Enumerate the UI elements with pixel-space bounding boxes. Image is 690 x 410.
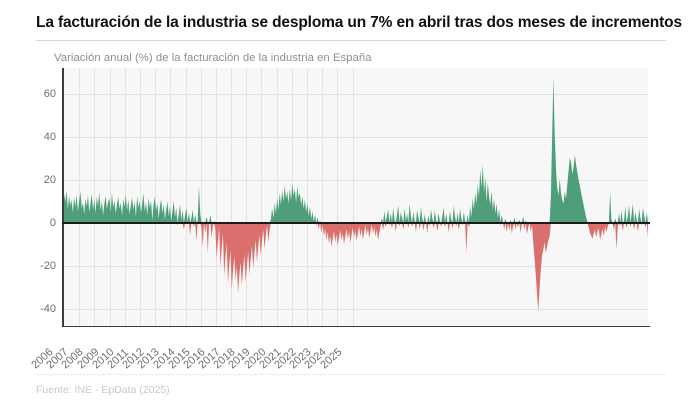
vertical-gridline (261, 68, 263, 326)
horizontal-gridline (64, 136, 648, 138)
vertical-gridline (322, 68, 324, 326)
vertical-gridline (231, 68, 233, 326)
horizontal-gridline (64, 93, 648, 95)
vertical-gridline (215, 68, 217, 326)
y-axis-tick-label: -20 (40, 259, 56, 272)
chart-container: 60 40 20 0 -20 -40 2006 2007 2008 2009 2010 2011 20… (0, 63, 690, 371)
vertical-gridline (170, 68, 172, 326)
y-axis-labels: 60 40 20 0 -20 -40 (0, 68, 56, 326)
plot-area (62, 68, 650, 327)
vertical-gridline (109, 68, 111, 326)
y-axis-tick-label: 0 (49, 216, 56, 229)
footer-divider (36, 374, 666, 375)
chart-subtitle: Variación anual (%) de la facturación de… (54, 51, 372, 64)
vertical-gridline (200, 68, 202, 326)
vertical-gridline (246, 68, 248, 326)
negative-area-group (64, 222, 648, 312)
y-axis-tick-label: 40 (43, 130, 56, 143)
horizontal-gridline (64, 179, 648, 181)
vertical-gridline (155, 68, 157, 326)
vertical-gridline (352, 68, 354, 326)
vertical-gridline (307, 68, 308, 326)
x-axis-rule (62, 325, 650, 327)
positive-area-path (64, 76, 648, 223)
zero-baseline (62, 221, 650, 224)
vertical-gridline (276, 68, 278, 326)
vertical-gridline (139, 68, 141, 326)
y-axis-tick-label: 20 (43, 173, 56, 186)
y-axis-tick-label: 60 (43, 87, 56, 100)
headline-block: La facturación de la industria se desplo… (0, 0, 690, 64)
horizontal-gridline (64, 265, 648, 267)
vertical-gridline (185, 68, 187, 326)
footer-block: Fuente: INE - EpData (2025) (0, 374, 690, 410)
page-title: La facturación de la industria se desplo… (36, 14, 682, 41)
vertical-gridline (124, 68, 126, 326)
positive-area-group (64, 76, 648, 223)
source-caption: Fuente: INE - EpData (2025) (36, 384, 170, 396)
y-axis-tick-label: -40 (40, 302, 56, 315)
vertical-gridline (94, 68, 96, 326)
area-series (64, 76, 648, 312)
horizontal-gridline (64, 308, 648, 310)
negative-area-path (64, 222, 648, 312)
vertical-gridline (337, 68, 339, 326)
